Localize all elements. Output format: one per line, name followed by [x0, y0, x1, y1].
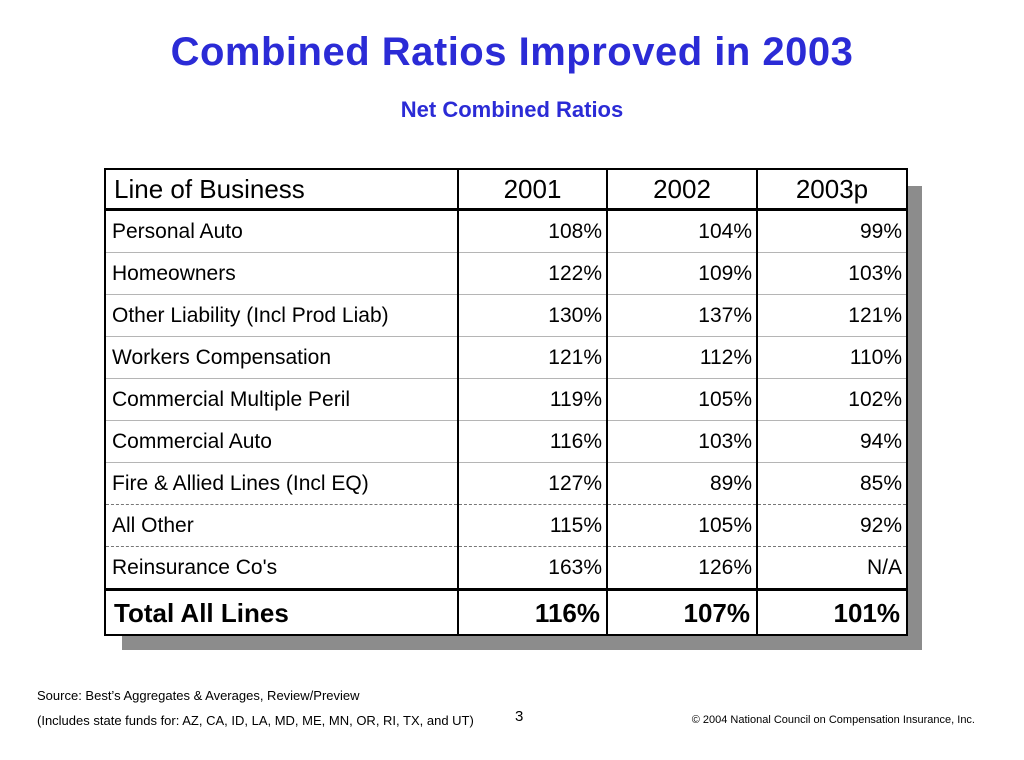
- row-label: Commercial Multiple Peril: [106, 378, 458, 421]
- slide-title: Combined Ratios Improved in 2003: [170, 30, 854, 74]
- value-2003p: 94%: [756, 420, 906, 463]
- row-label: Workers Compensation: [106, 336, 458, 379]
- table-row: Personal Auto 108% 104% 99%: [106, 209, 906, 253]
- table-row: Commercial Auto 116% 103% 94%: [106, 420, 906, 463]
- table-row: Fire & Allied Lines (Incl EQ) 127% 89% 8…: [106, 462, 906, 505]
- row-label: Homeowners: [106, 252, 458, 295]
- row-label: Personal Auto: [106, 209, 458, 253]
- value-2002: 112%: [606, 336, 757, 379]
- row-label: Commercial Auto: [106, 420, 458, 463]
- table-row: Homeowners 122% 109% 103%: [106, 252, 906, 295]
- table-row: Commercial Multiple Peril 119% 105% 102%: [106, 378, 906, 421]
- header-2002: 2002: [606, 170, 757, 211]
- value-2002: 126%: [606, 546, 757, 591]
- page-number: 3: [515, 708, 524, 725]
- value-2003p: 92%: [756, 504, 906, 547]
- row-label: Reinsurance Co's: [106, 546, 458, 591]
- value-2002: 104%: [606, 209, 757, 253]
- table-row: Reinsurance Co's 163% 126% N/A: [106, 546, 906, 591]
- value-2003p: 102%: [756, 378, 906, 421]
- combined-ratios-table: Line of Business 2001 2002 2003p Persona…: [104, 168, 908, 636]
- value-2002: 105%: [606, 378, 757, 421]
- table-header-row: Line of Business 2001 2002 2003p: [106, 170, 906, 211]
- value-2002: 89%: [606, 462, 757, 505]
- total-row: Total All Lines 116% 107% 101%: [106, 589, 906, 635]
- row-label: All Other: [106, 504, 458, 547]
- table-row: Other Liability (Incl Prod Liab) 130% 13…: [106, 294, 906, 337]
- value-2002: 137%: [606, 294, 757, 337]
- value-2003p: 121%: [756, 294, 906, 337]
- table-row: Workers Compensation 121% 112% 110%: [106, 336, 906, 379]
- value-2002: 109%: [606, 252, 757, 295]
- value-2003p: 110%: [756, 336, 906, 379]
- total-2003p: 101%: [756, 589, 906, 635]
- total-2002: 107%: [606, 589, 757, 635]
- state-funds-note: (Includes state funds for: AZ, CA, ID, L…: [37, 713, 474, 728]
- value-2002: 105%: [606, 504, 757, 547]
- row-label: Other Liability (Incl Prod Liab): [106, 294, 458, 337]
- header-2003p: 2003p: [756, 170, 906, 211]
- value-2002: 103%: [606, 420, 757, 463]
- value-2001: 122%: [457, 252, 607, 295]
- value-2001: 121%: [457, 336, 607, 379]
- row-label: Fire & Allied Lines (Incl EQ): [106, 462, 458, 505]
- total-2001: 116%: [457, 589, 607, 635]
- total-label: Total All Lines: [114, 597, 289, 628]
- value-2001: 116%: [457, 420, 607, 463]
- value-2001: 130%: [457, 294, 607, 337]
- value-2001: 127%: [457, 462, 607, 505]
- value-2001: 108%: [457, 209, 607, 253]
- value-2001: 119%: [457, 378, 607, 421]
- value-2003p: 103%: [756, 252, 906, 295]
- value-2003p: 99%: [756, 209, 906, 253]
- slide-subtitle: Net Combined Ratios: [400, 97, 624, 122]
- header-2001: 2001: [457, 170, 607, 211]
- value-2003p: N/A: [756, 546, 906, 591]
- table-row: All Other 115% 105% 92%: [106, 504, 906, 547]
- value-2001: 163%: [457, 546, 607, 591]
- source-note: Source: Best’s Aggregates & Averages, Re…: [37, 688, 360, 703]
- value-2003p: 85%: [756, 462, 906, 505]
- value-2001: 115%: [457, 504, 607, 547]
- header-line-of-business: Line of Business: [106, 170, 458, 211]
- copyright-notice: © 2004 National Council on Compensation …: [691, 714, 975, 726]
